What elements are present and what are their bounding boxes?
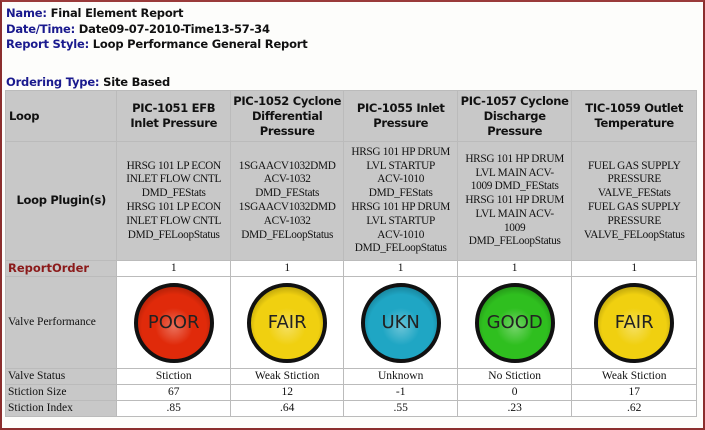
stiction-size: 12	[230, 385, 344, 400]
stiction-size: 67	[117, 385, 230, 400]
loop-report-table: Loop PIC-1051 EFB Inlet Pressure PIC-105…	[5, 90, 697, 417]
loop-name: TIC-1059 Outlet Temperature	[572, 91, 696, 141]
valve-status-row: Valve Status Stiction Weak Stiction Unkn…	[6, 369, 696, 384]
stiction-index: .62	[572, 401, 696, 416]
loop-name: PIC-1051 EFB Inlet Pressure	[117, 91, 230, 141]
row-label-valve-performance: Valve Performance	[6, 277, 117, 368]
report-order: 1	[230, 261, 344, 276]
row-label-plugins: Loop Plugin(s)	[6, 142, 117, 260]
report-meta: Name: Final Element Report Date/Time: Da…	[6, 6, 308, 53]
loop-plugins: HRSG 101 LP ECON INLET FLOW CNTL DMD_FES…	[117, 142, 230, 260]
valve-status: Weak Stiction	[230, 369, 344, 384]
stiction-index-row: Stiction Index .85 .64 .55 .23 .62	[6, 401, 696, 416]
valve-status: Weak Stiction	[572, 369, 696, 384]
report-order-row: ReportOrder 1 1 1 1 1	[6, 261, 696, 276]
loop-name: PIC-1052 Cyclone Differential Pressure	[230, 91, 344, 141]
loop-name: PIC-1057 Cyclone Discharge Pressure	[457, 91, 572, 141]
row-label-report-order: ReportOrder	[6, 261, 117, 276]
row-label-valve-status: Valve Status	[6, 369, 117, 384]
plugins-row: Loop Plugin(s) HRSG 101 LP ECON INLET FL…	[6, 142, 696, 260]
performance-indicator-icon: FAIR	[594, 282, 675, 363]
stiction-size: 17	[572, 385, 696, 400]
valve-status: Unknown	[344, 369, 457, 384]
loop-row: Loop PIC-1051 EFB Inlet Pressure PIC-105…	[6, 91, 696, 141]
stiction-index: .64	[230, 401, 344, 416]
performance-indicator-icon: POOR	[133, 282, 214, 363]
performance-indicator-icon: FAIR	[247, 282, 328, 363]
stiction-size: -1	[344, 385, 457, 400]
performance-indicator-icon: GOOD	[474, 282, 555, 363]
report-order: 1	[457, 261, 572, 276]
report-order: 1	[344, 261, 457, 276]
loop-plugins: HRSG 101 HP DRUM LVL STARTUP ACV-1010 DM…	[344, 142, 457, 260]
ordering-type: Ordering Type: Site Based	[6, 75, 171, 89]
stiction-index: .55	[344, 401, 457, 416]
loop-plugins: FUEL GAS SUPPLY PRESSURE VALVE_FEStats F…	[572, 142, 696, 260]
valve-performance-row: Valve Performance POOR FAIR UKN GOOD FAI…	[6, 277, 696, 368]
stiction-size-row: Stiction Size 67 12 -1 0 17	[6, 385, 696, 400]
report-name: Name: Final Element Report	[6, 6, 184, 20]
loop-name: PIC-1055 Inlet Pressure	[344, 91, 457, 141]
row-label-loop: Loop	[6, 91, 117, 141]
valve-status: No Stiction	[457, 369, 572, 384]
report-datetime: Date/Time: Date09-07-2010-Time13-57-34	[6, 21, 270, 36]
stiction-index: .85	[117, 401, 230, 416]
row-label-stiction-index: Stiction Index	[6, 401, 117, 416]
row-label-stiction-size: Stiction Size	[6, 385, 117, 400]
performance-indicator-icon: UKN	[360, 282, 441, 363]
report-order: 1	[572, 261, 696, 276]
report-style: Report Style: Loop Performance General R…	[6, 37, 308, 51]
report-order: 1	[117, 261, 230, 276]
loop-plugins: 1SGAACV1032DMD ACV-1032 DMD_FEStats 1SGA…	[230, 142, 344, 260]
stiction-index: .23	[457, 401, 572, 416]
stiction-size: 0	[457, 385, 572, 400]
valve-status: Stiction	[117, 369, 230, 384]
loop-plugins: HRSG 101 HP DRUM LVL MAIN ACV- 1009 DMD_…	[457, 142, 572, 260]
